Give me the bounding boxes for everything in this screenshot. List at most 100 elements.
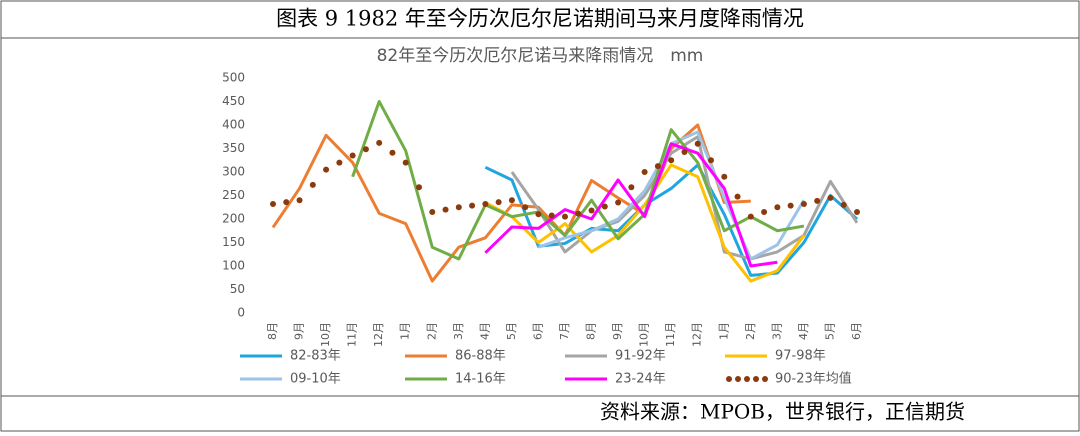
legend-label: 09-10年: [290, 372, 341, 387]
data-point: [615, 199, 622, 206]
dot-fill: [336, 159, 343, 166]
y-tick-label: 0: [237, 306, 245, 320]
x-tick-label: 1月: [399, 322, 412, 340]
data-point: [800, 200, 807, 207]
dot-fill: [708, 157, 714, 164]
data-point: [562, 213, 568, 220]
dot-fill: [734, 193, 741, 200]
x-tick-label: 3月: [452, 322, 465, 340]
data-point: [270, 200, 276, 207]
data-point: [721, 173, 728, 180]
dot-fill: [522, 204, 529, 211]
x-tick-label: 4月: [478, 322, 491, 340]
legend-swatch: [753, 376, 759, 382]
x-tick-label: 12月: [372, 322, 385, 347]
x-tick-label: 2月: [425, 322, 438, 340]
legend-swatch: [744, 376, 750, 382]
dot-fill: [601, 203, 608, 210]
dot-fill: [389, 149, 396, 156]
dot-fill: [681, 149, 688, 156]
dot-fill: [761, 208, 768, 215]
dot-fill: [654, 163, 661, 170]
x-tick-label: 8月: [266, 322, 279, 340]
source: 资料来源：MPOB，世界银行，正信期货: [600, 400, 965, 424]
x-tick-label: 8月: [585, 322, 598, 340]
dot-fill: [283, 199, 290, 206]
x-tick-label: 9月: [611, 322, 624, 340]
data-point: [482, 200, 489, 207]
dot-fill: [309, 181, 316, 188]
x-tick-label: 2月: [744, 322, 757, 340]
legend-label: 86-88年: [455, 349, 506, 364]
dot-fill: [416, 184, 422, 191]
x-tick-label: 11月: [664, 322, 677, 347]
data-point: [694, 140, 701, 147]
legend-swatch: [726, 376, 732, 382]
legend-label: 14-16年: [455, 372, 506, 387]
legend-swatch: [762, 376, 768, 382]
data-point: [376, 139, 383, 146]
dot-fill: [442, 206, 449, 213]
data-point: [455, 204, 462, 211]
y-tick-label: 400: [222, 118, 245, 132]
y-tick-label: 50: [230, 282, 245, 296]
y-tick-label: 350: [222, 141, 245, 155]
chart-title: 82年至今历次厄尔尼诺马来降雨情况 mm: [377, 46, 704, 66]
legend-label: 23-24年: [615, 372, 666, 387]
data-point: [402, 159, 409, 166]
x-tick-label: 12月: [691, 322, 704, 347]
data-point: [747, 213, 754, 220]
data-point: [588, 207, 595, 214]
data-point: [349, 152, 356, 159]
data-point: [508, 197, 515, 204]
y-tick-label: 250: [222, 188, 245, 202]
y-tick-label: 150: [222, 235, 245, 249]
dot-fill: [814, 197, 821, 204]
data-point: [774, 204, 781, 211]
x-tick-label: 6月: [850, 322, 863, 340]
data-point: [429, 208, 436, 215]
legend-swatch: [735, 376, 741, 382]
x-tick-label: 10月: [319, 322, 332, 347]
data-point: [668, 157, 675, 164]
legend-label: 82-83年: [290, 349, 341, 364]
series-line: [351, 100, 805, 261]
x-tick-label: 5月: [505, 322, 518, 340]
x-tick-label: 10月: [638, 322, 651, 347]
x-tick-label: 1月: [717, 322, 730, 340]
header: 图表 9 1982 年至今历次厄尔尼诺期间马来月度降雨情况: [276, 7, 804, 31]
legend-label: 91-92年: [615, 349, 666, 364]
data-point: [854, 208, 860, 215]
data-point: [641, 169, 648, 175]
dot-fill: [548, 212, 555, 219]
y-tick-label: 200: [222, 212, 245, 226]
x-tick-label: 9月: [293, 322, 306, 340]
data-point: [296, 197, 303, 204]
series-line: [484, 163, 806, 283]
x-tick-label: 6月: [531, 322, 544, 340]
dot-fill: [787, 202, 794, 209]
y-tick-label: 450: [222, 94, 245, 108]
legend-label: 90-23年均值: [775, 371, 852, 387]
legend-label: 97-98年: [775, 349, 826, 364]
dot-fill: [362, 146, 369, 153]
data-point: [535, 211, 542, 218]
x-tick-label: 7月: [558, 322, 571, 340]
dot-fill: [575, 210, 582, 217]
y-tick-label: 100: [222, 259, 245, 273]
series-line: [271, 123, 751, 283]
dot-fill: [469, 202, 476, 209]
y-tick-label: 500: [222, 71, 245, 85]
x-tick-label: 11月: [346, 322, 359, 347]
series-line: [484, 142, 778, 268]
data-point: [323, 166, 330, 173]
x-tick-label: 4月: [797, 322, 810, 340]
data-point: [827, 194, 834, 201]
y-tick-label: 300: [222, 165, 245, 179]
x-tick-label: 5月: [823, 322, 836, 340]
dot-fill: [840, 201, 847, 208]
dot-fill: [495, 199, 502, 206]
dot-fill: [628, 184, 635, 191]
x-tick-label: 3月: [770, 322, 783, 340]
